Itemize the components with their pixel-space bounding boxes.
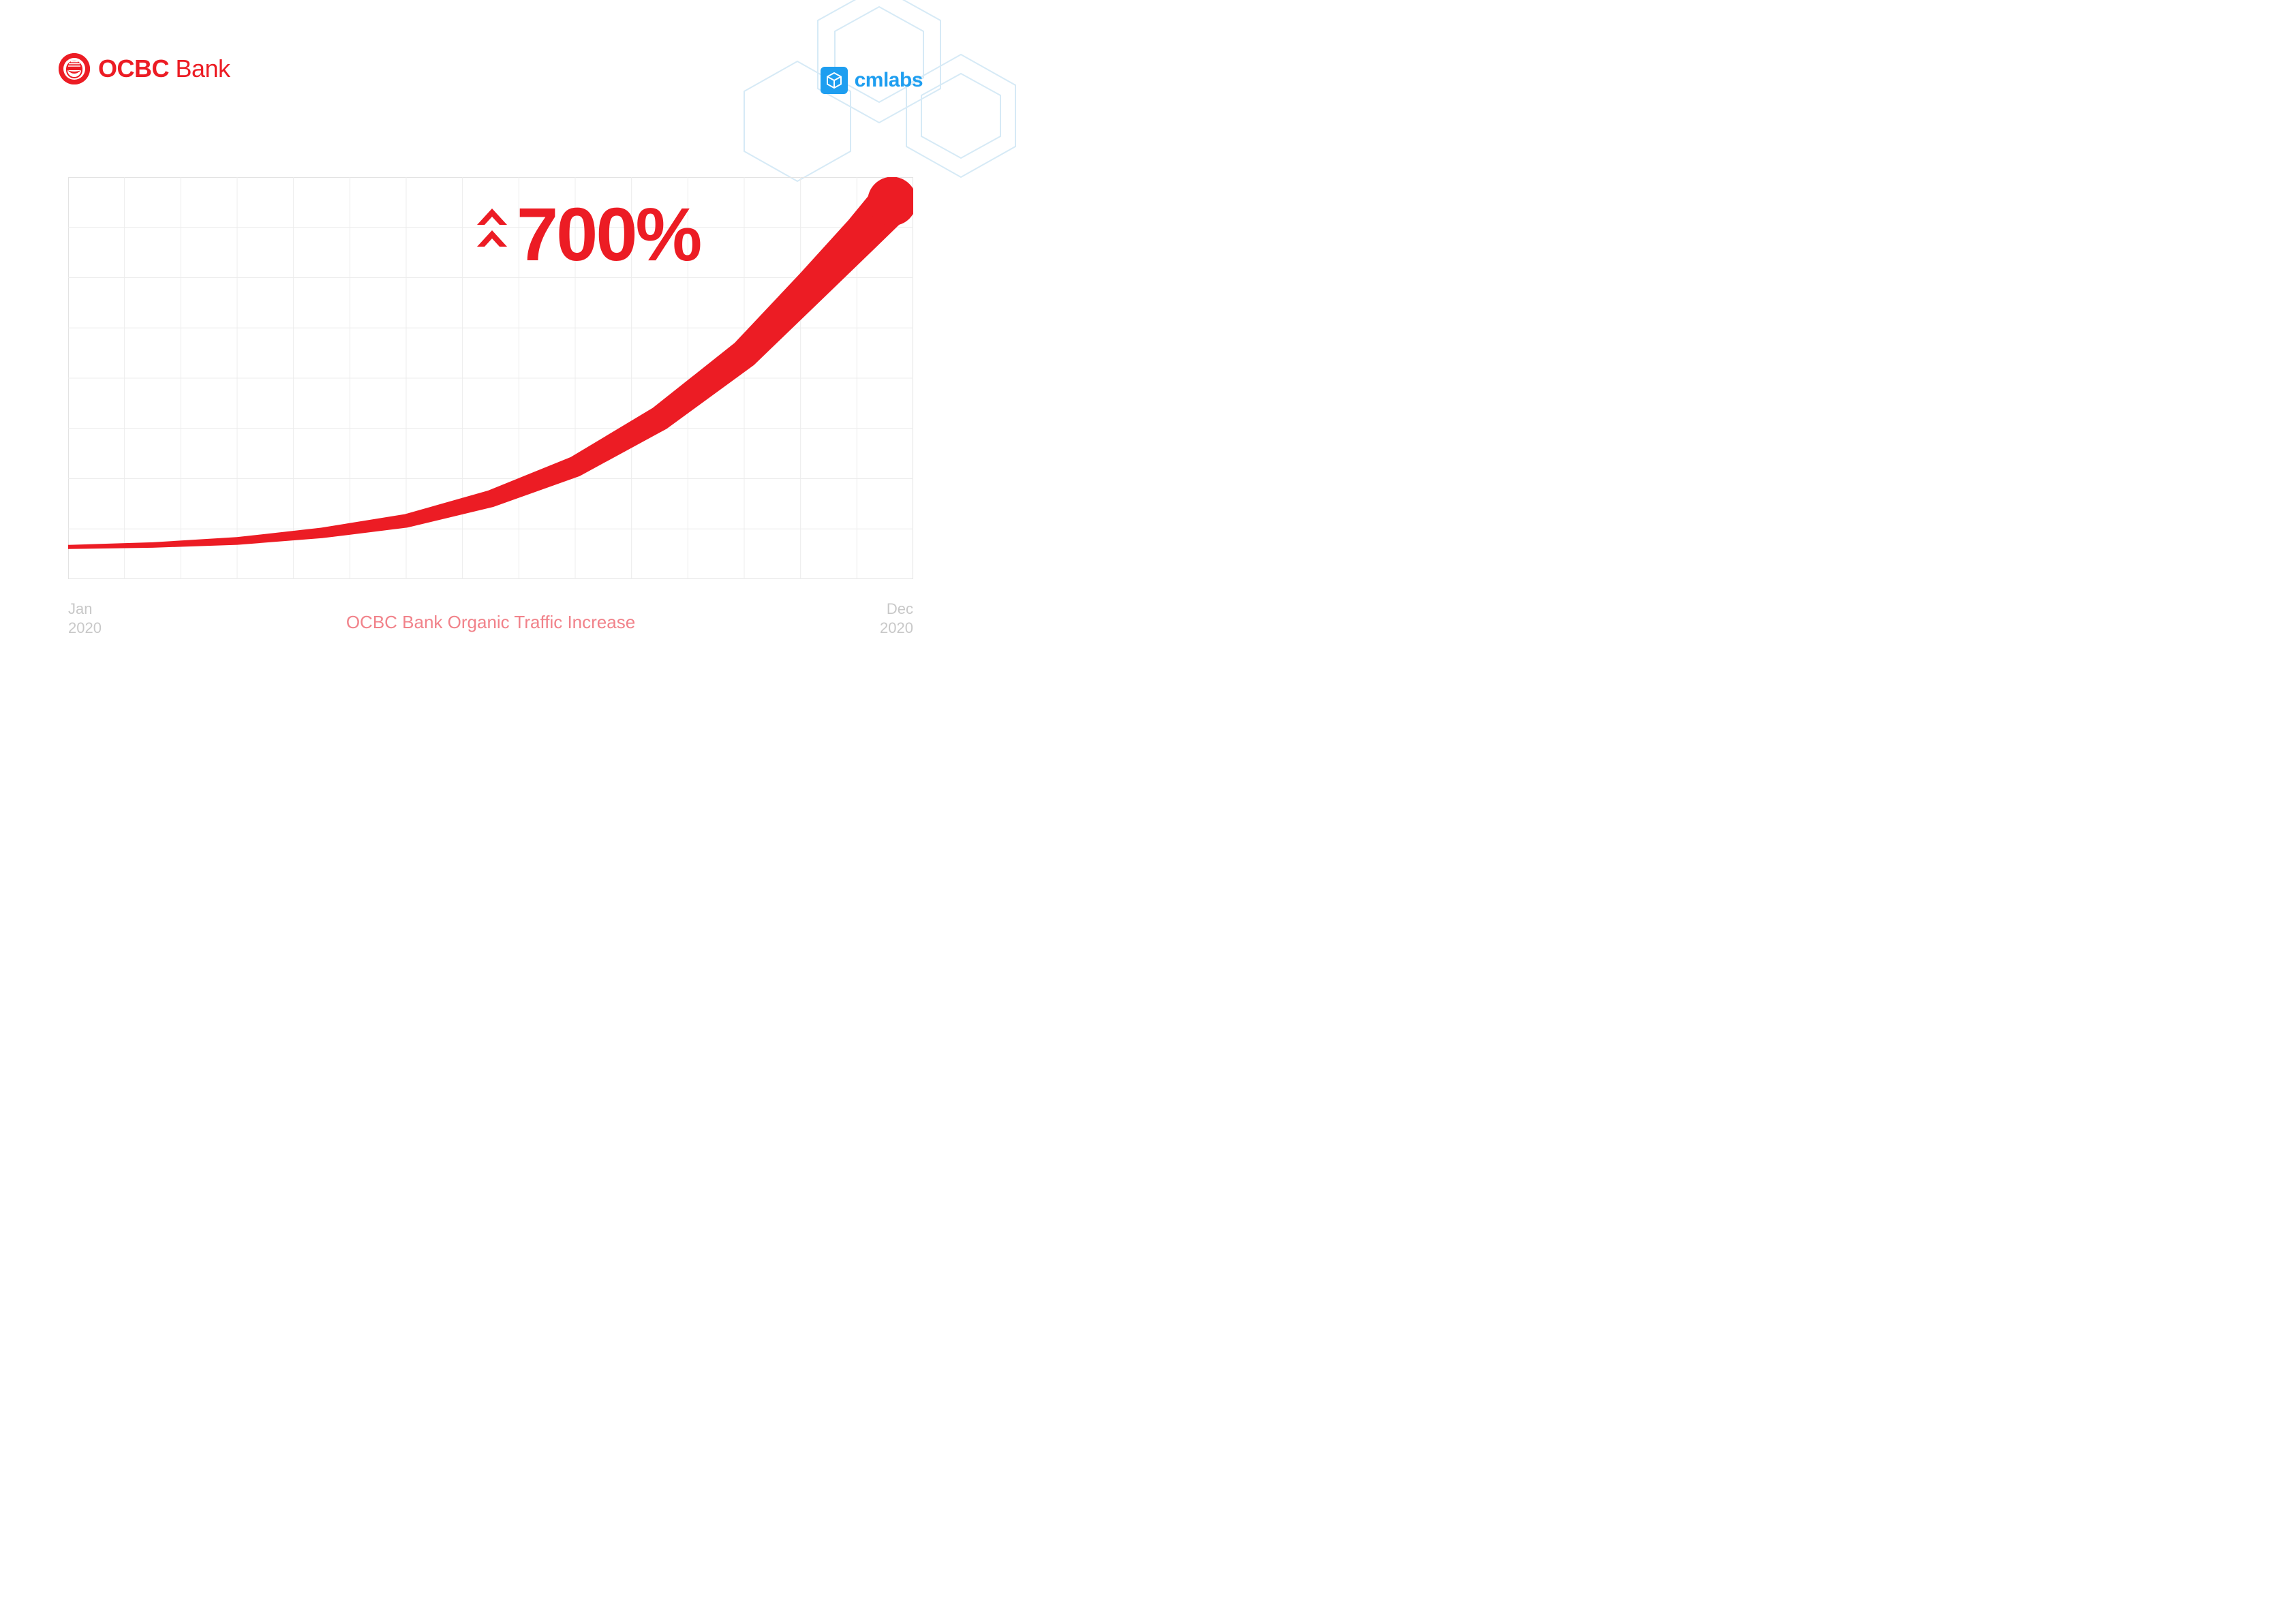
cmlabs-logo-text: cmlabs: [855, 69, 923, 92]
double-chevron-up-icon: [477, 208, 507, 262]
cmlabs-mark-icon: [821, 67, 848, 94]
chart-caption: OCBC Bank Organic Traffic Increase: [0, 612, 981, 633]
ocbc-logo-text: OCBC Bank: [98, 55, 230, 83]
growth-metric: 700%: [477, 198, 700, 273]
ocbc-strong: OCBC Bank: [98, 55, 230, 82]
ocbc-mark-icon: [59, 53, 90, 84]
infographic-canvas: OCBC Bank cmlabs: [0, 0, 981, 694]
ocbc-logo: OCBC Bank: [59, 53, 230, 84]
cmlabs-logo: cmlabs: [821, 67, 923, 94]
growth-metric-value: 700%: [517, 198, 700, 273]
